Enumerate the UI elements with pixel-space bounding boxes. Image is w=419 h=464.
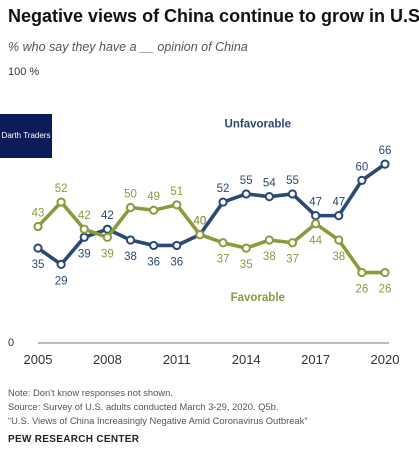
unfavorable-label-2007: 39 <box>78 248 91 260</box>
x-tick-2011: 2011 <box>163 352 191 367</box>
favorable-point-2012 <box>195 230 205 240</box>
unfavorable-label-2017: 47 <box>309 197 322 209</box>
report-title: “U.S. Views of China Increasingly Negati… <box>8 415 308 426</box>
unfavorable-label-2005: 35 <box>32 259 45 271</box>
favorable-point-2010 <box>149 205 159 215</box>
unfavorable-label-2020: 66 <box>379 145 392 157</box>
favorable-label-2013: 37 <box>217 254 230 266</box>
favorable-label-2009: 50 <box>124 189 137 201</box>
favorable-point-2011 <box>172 200 182 210</box>
y-tick-top: 100 % <box>8 66 39 78</box>
unfavorable-point-2010 <box>149 240 159 251</box>
unfavorable-label-2013: 52 <box>217 183 230 195</box>
favorable-label-2011: 51 <box>170 186 183 198</box>
unfavorable-label-2008: 42 <box>101 210 114 222</box>
unfavorable-label-2019: 60 <box>355 161 368 173</box>
unfavorable-point-2014 <box>241 189 251 199</box>
favorable-label-2014: 35 <box>240 259 253 271</box>
chart-subtitle: % who say they have a __ opinion of Chin… <box>8 40 248 54</box>
favorable-point-2006 <box>56 197 66 207</box>
unfavorable-label-2014: 55 <box>240 175 253 187</box>
footnotes: Note: Don't know responses not shown. So… <box>8 386 307 428</box>
favorable-point-2019 <box>357 267 367 278</box>
favorable-point-2014 <box>241 243 251 253</box>
favorable-point-2020 <box>380 267 390 278</box>
x-tick-2005: 2005 <box>24 352 53 367</box>
favorable-label-2017: 44 <box>309 235 322 247</box>
chart-title: Negative views of China continue to grow… <box>8 6 419 26</box>
unfavorable-point-2006 <box>56 259 66 270</box>
favorable-point-2008 <box>102 232 113 242</box>
favorable-series-name: Favorable <box>231 292 285 304</box>
favorable-label-2016: 37 <box>286 254 299 266</box>
unfavorable-label-2018: 47 <box>332 197 345 209</box>
unfavorable-label-2016: 55 <box>286 175 299 187</box>
unfavorable-point-2019 <box>357 175 367 185</box>
x-tick-2020: 2020 <box>371 352 400 367</box>
unfavorable-point-2018 <box>334 211 344 221</box>
unfavorable-point-2017 <box>311 211 321 221</box>
y-tick-bottom: 0 <box>8 337 14 349</box>
favorable-label-2005: 43 <box>32 207 45 219</box>
unfavorable-series-name: Unfavorable <box>225 119 291 131</box>
unfavorable-point-2015 <box>264 192 274 202</box>
unfavorable-point-2011 <box>172 240 182 251</box>
favorable-point-2016 <box>287 238 298 248</box>
favorable-line <box>36 200 387 275</box>
unfavorable-point-2009 <box>125 235 136 245</box>
favorable-point-2007 <box>79 224 89 234</box>
pew-research-center-logo: PEW RESEARCH CENTER <box>8 434 140 445</box>
favorable-point-2018 <box>334 235 344 245</box>
unfavorable-label-2012: 40 <box>194 216 207 228</box>
unfavorable-point-2020 <box>380 159 390 169</box>
unfavorable-label-2011: 36 <box>170 256 183 268</box>
favorable-label-2008: 39 <box>101 248 114 260</box>
favorable-label-2018: 38 <box>332 251 345 263</box>
x-tick-2017: 2017 <box>301 352 330 367</box>
x-tick-2014: 2014 <box>232 352 261 367</box>
unfavorable-label-2009: 38 <box>124 251 137 263</box>
unfavorable-label-2010: 36 <box>147 256 160 268</box>
favorable-label-2012: 40 <box>194 216 207 228</box>
note-text: Note: Don't know responses not shown. <box>8 387 173 398</box>
favorable-point-2015 <box>264 235 274 245</box>
favorable-point-2009 <box>125 202 136 213</box>
unfavorable-point-2007 <box>79 232 89 242</box>
favorable-label-2015: 38 <box>263 251 276 263</box>
favorable-label-2019: 26 <box>355 284 368 296</box>
favorable-point-2005 <box>33 221 43 232</box>
unfavorable-point-2013 <box>218 197 228 207</box>
favorable-label-2006: 52 <box>55 183 68 195</box>
unfavorable-label-2006: 29 <box>55 275 68 287</box>
unfavorable-point-2005 <box>33 243 43 253</box>
unfavorable-label-2015: 54 <box>263 178 276 190</box>
favorable-point-2013 <box>218 238 228 248</box>
favorable-label-2010: 49 <box>147 191 160 203</box>
favorable-label-2020: 26 <box>379 284 392 296</box>
x-tick-2008: 2008 <box>93 352 122 367</box>
favorable-point-2017 <box>311 219 321 229</box>
darth-traders-badge: Darth Traders <box>0 114 52 158</box>
unfavorable-point-2016 <box>287 189 298 199</box>
favorable-label-2007: 42 <box>78 210 91 222</box>
source-text: Source: Survey of U.S. adults conducted … <box>8 401 279 412</box>
